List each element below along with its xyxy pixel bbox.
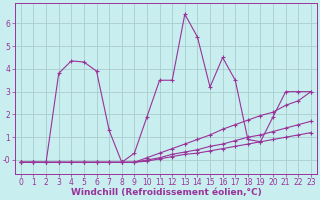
X-axis label: Windchill (Refroidissement éolien,°C): Windchill (Refroidissement éolien,°C) — [70, 188, 261, 197]
